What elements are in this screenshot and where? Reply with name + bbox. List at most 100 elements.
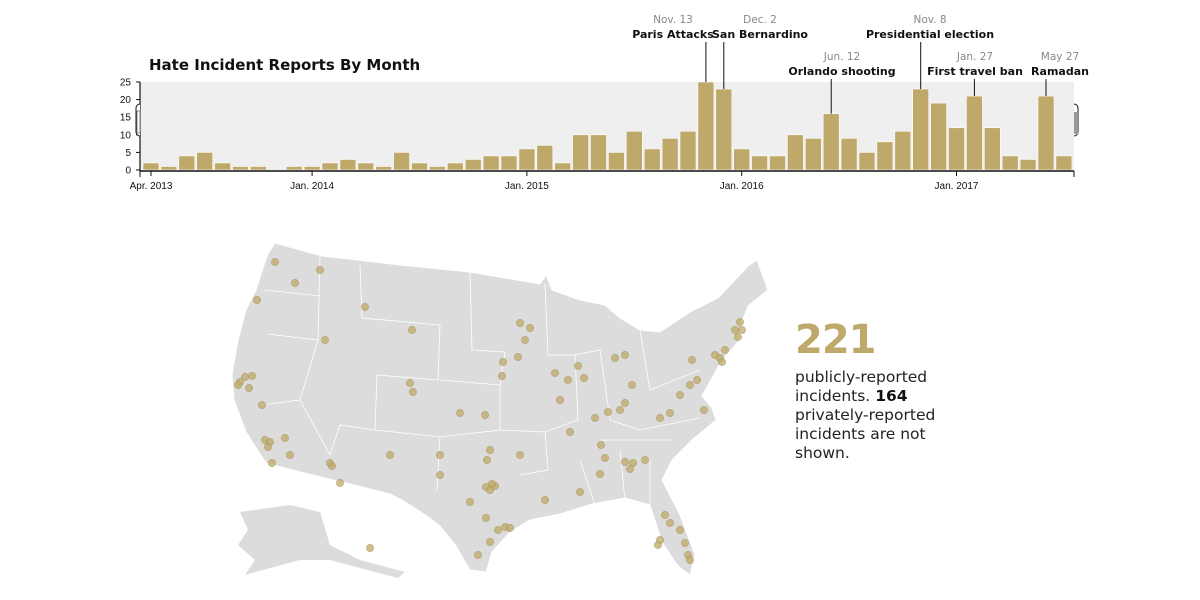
incident-dot[interactable] [573,361,583,371]
bar-2015-10 [679,130,697,171]
incident-dot[interactable] [692,375,702,385]
bar-2013-05 [160,166,178,171]
brush-right-handle[interactable] [1073,103,1079,137]
bar-2014-02 [321,162,339,171]
incident-dot[interactable] [720,345,730,355]
incident-dot[interactable] [735,317,745,327]
incident-dot[interactable] [733,332,743,342]
incident-dot[interactable] [482,455,492,465]
incident-dot[interactable] [675,390,685,400]
incident-dot[interactable] [675,525,685,535]
bar-2017-03 [983,127,1001,171]
incident-dot[interactable] [550,368,560,378]
incident-dot[interactable] [610,353,620,363]
bar-2016-09 [876,141,894,171]
incident-dot[interactable] [435,470,445,480]
incident-dot[interactable] [320,335,330,345]
incident-dot[interactable] [405,378,415,388]
incident-dot[interactable] [280,433,290,443]
incident-dot[interactable] [685,380,695,390]
incident-dot[interactable] [653,540,663,550]
incident-dot[interactable] [620,350,630,360]
incident-dot[interactable] [465,497,475,507]
incident-dot[interactable] [620,398,630,408]
incident-dot[interactable] [685,555,695,565]
incident-dot[interactable] [595,469,605,479]
annotation-label: Ramadan [1031,65,1089,78]
incident-dot[interactable] [240,372,250,382]
incident-dot[interactable] [660,510,670,520]
incident-dot[interactable] [285,450,295,460]
incident-dot[interactable] [385,450,395,460]
incident-dot[interactable] [699,405,709,415]
incident-dot[interactable] [737,325,747,335]
incident-dot[interactable] [575,487,585,497]
incident-dot[interactable] [620,457,630,467]
incident-dot[interactable] [485,537,495,547]
bar-2016-04 [787,134,804,171]
bar-2015-03 [554,162,572,171]
incident-dot[interactable] [473,550,483,560]
incident-dot[interactable] [247,371,257,381]
incident-dot[interactable] [615,405,625,415]
y-tick-label: 10 [120,130,132,141]
incident-dot[interactable] [498,357,508,367]
incident-dot[interactable] [455,408,465,418]
incident-dot[interactable] [563,375,573,385]
incident-dot[interactable] [263,442,273,452]
incident-dot[interactable] [515,450,525,460]
bar-2014-04 [357,162,375,171]
incident-dot[interactable] [600,453,610,463]
incident-dot[interactable] [520,335,530,345]
y-tick-label: 5 [125,148,131,159]
incident-dot[interactable] [435,450,445,460]
brush-left-handle[interactable] [135,103,141,137]
incident-dot[interactable] [315,265,325,275]
incident-dot[interactable] [603,407,613,417]
incident-dot[interactable] [525,323,535,333]
incident-dot[interactable] [579,373,589,383]
incident-dot[interactable] [680,538,690,548]
incident-dot[interactable] [407,325,417,335]
incident-dot[interactable] [590,413,600,423]
incident-dot[interactable] [335,478,345,488]
incident-dot[interactable] [270,257,280,267]
incident-dot[interactable] [360,302,370,312]
incident-dot[interactable] [481,513,491,523]
incident-dot[interactable] [515,318,525,328]
incident-dot[interactable] [730,325,740,335]
incident-dot[interactable] [267,458,277,468]
incident-dot[interactable] [625,464,635,474]
incident-dot[interactable] [497,371,507,381]
incident-dot[interactable] [257,400,267,410]
incident-dot[interactable] [513,352,523,362]
incident-dot[interactable] [408,387,418,397]
incident-dot[interactable] [555,395,565,405]
bar-2017-05 [1019,159,1037,171]
incident-dot[interactable] [627,380,637,390]
incident-dot[interactable] [485,445,495,455]
incident-dot[interactable] [565,427,575,437]
incident-dot[interactable] [665,518,675,528]
incident-dot[interactable] [655,413,665,423]
incident-dot[interactable] [493,525,503,535]
bar-2014-08 [429,166,446,171]
incident-dot[interactable] [327,461,337,471]
incident-dot[interactable] [365,543,375,553]
incident-dot[interactable] [665,408,675,418]
incident-dot[interactable] [596,440,606,450]
incident-dot[interactable] [505,523,515,533]
private-count: 164 [875,387,908,405]
incident-dot[interactable] [244,383,254,393]
incident-dot[interactable] [540,495,550,505]
incident-dot[interactable] [640,455,650,465]
incident-dot[interactable] [717,357,727,367]
incident-dot[interactable] [233,380,243,390]
incident-dot[interactable] [480,410,490,420]
incident-dot[interactable] [487,479,497,489]
incident-dot[interactable] [252,295,262,305]
bar-2016-07 [840,138,858,171]
incident-dot[interactable] [290,278,300,288]
x-tick-label: Jan. 2016 [720,181,764,192]
incident-dot[interactable] [687,355,697,365]
